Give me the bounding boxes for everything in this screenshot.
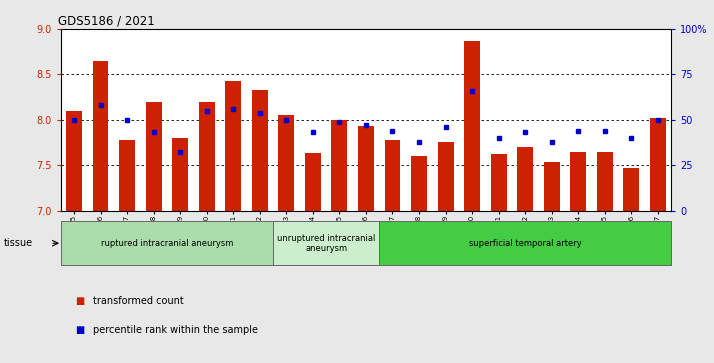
Text: transformed count: transformed count — [93, 296, 183, 306]
Bar — [597, 151, 613, 211]
Bar — [385, 140, 401, 211]
Text: ■: ■ — [75, 325, 84, 335]
Bar — [517, 147, 533, 211]
Bar — [66, 111, 82, 211]
Text: tissue: tissue — [4, 238, 33, 248]
Bar — [225, 81, 241, 211]
Text: percentile rank within the sample: percentile rank within the sample — [93, 325, 258, 335]
Bar — [331, 120, 347, 211]
Bar — [61, 221, 273, 265]
Bar — [146, 102, 161, 211]
Bar — [491, 154, 507, 211]
Bar — [198, 102, 215, 211]
Bar — [305, 153, 321, 211]
Text: ruptured intracranial aneurysm: ruptured intracranial aneurysm — [101, 239, 233, 248]
Text: GDS5186 / 2021: GDS5186 / 2021 — [58, 15, 154, 28]
Bar — [93, 61, 109, 211]
Bar — [252, 90, 268, 211]
Bar — [278, 115, 294, 211]
Bar — [379, 221, 671, 265]
Text: unruptured intracranial
aneurysm: unruptured intracranial aneurysm — [277, 233, 376, 253]
Bar — [464, 41, 480, 211]
Bar — [570, 151, 586, 211]
Bar — [544, 162, 560, 211]
Bar — [358, 126, 374, 211]
Bar — [119, 140, 135, 211]
Bar — [438, 142, 453, 211]
Text: ■: ■ — [75, 296, 84, 306]
Bar — [650, 118, 666, 211]
Bar — [172, 138, 188, 211]
Bar — [623, 168, 639, 211]
Bar — [273, 221, 379, 265]
Bar — [411, 156, 427, 211]
Text: superficial temporal artery: superficial temporal artery — [469, 239, 582, 248]
